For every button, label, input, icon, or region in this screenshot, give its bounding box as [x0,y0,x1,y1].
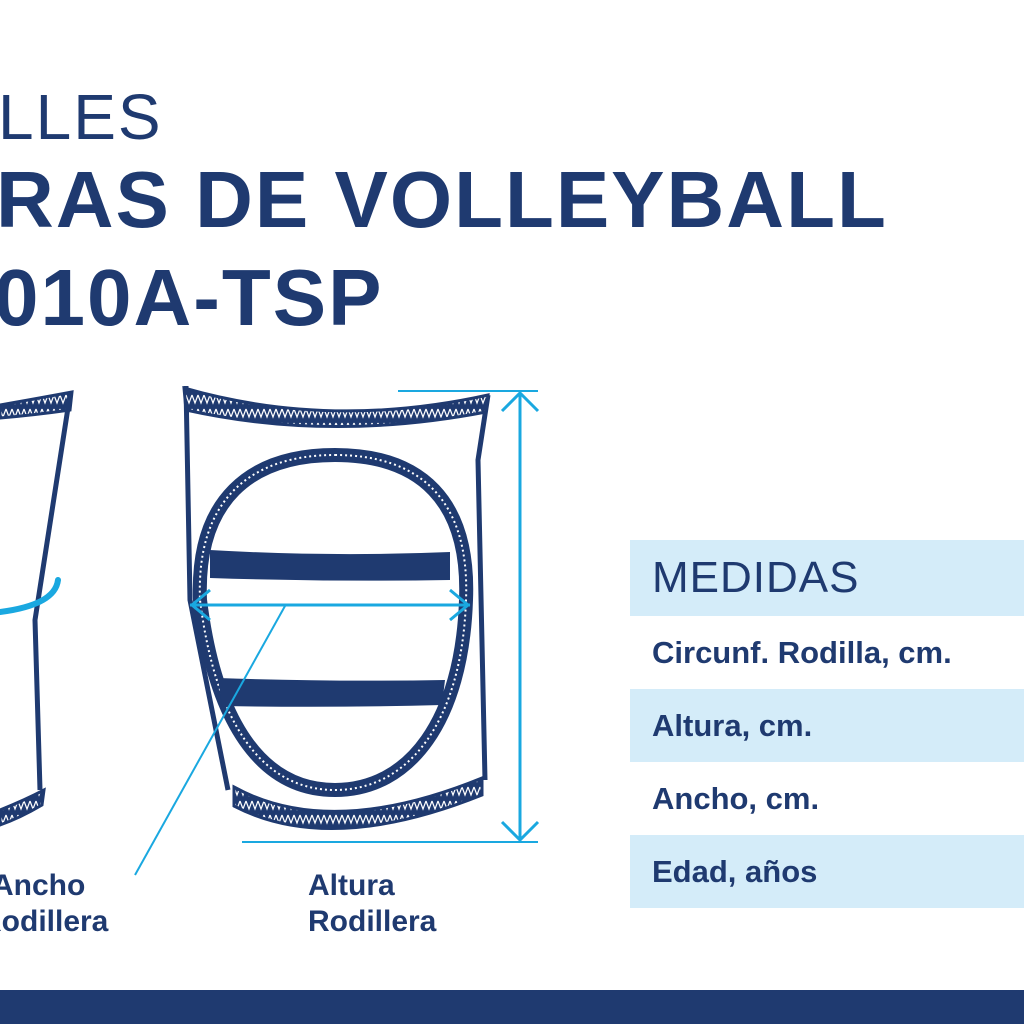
ancho-label: Ancho Rodillera [0,868,108,940]
altura-label-line-2: Rodillera [308,905,437,938]
table-row: Ancho, cm. [652,780,820,816]
title-line-2: RAS DE VOLLEYBALL [0,155,888,244]
left-kneepad-icon [0,390,74,827]
table-header: MEDIDAS [630,540,1024,616]
measurements-table: MEDIDAS Circunf. Rodilla, cm. Altura, cm… [630,540,1024,908]
altura-label-line-1: Altura [308,869,395,902]
ancho-label-line-1: Ancho [0,869,86,902]
table-row: Edad, años [630,835,1024,908]
table-row: Circunf. Rodilla, cm. [652,634,952,670]
ancho-label-line-2: Rodillera [0,905,109,938]
right-kneepad-icon [182,385,491,830]
title-line-1: LLES [0,81,163,153]
measurement-arrows [134,390,540,876]
footer-bar [0,990,1024,1024]
altura-label: Altura Rodillera [308,868,436,940]
title-line-3: 010A-TSP [0,253,384,342]
table-row: Altura, cm. [630,689,1024,762]
